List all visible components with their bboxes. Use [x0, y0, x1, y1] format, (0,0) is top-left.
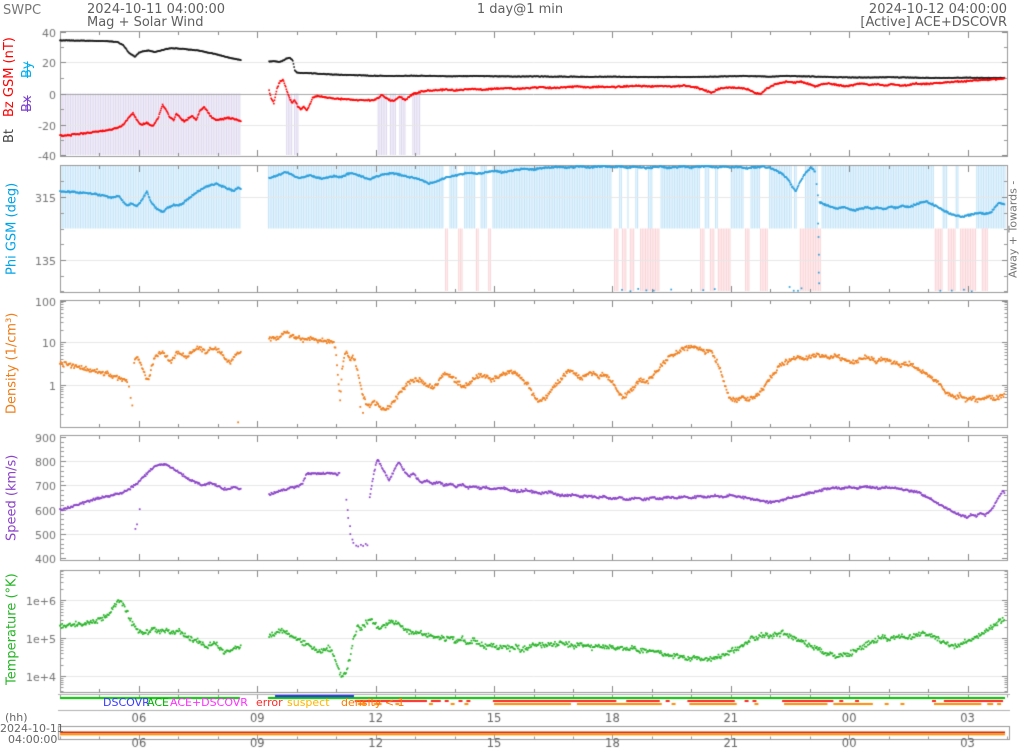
- away-towards-label: Away + Towards -: [1006, 180, 1020, 278]
- legend-error: error: [256, 696, 283, 709]
- speed-axis-label: Speed (km/s): [4, 454, 20, 541]
- hours-unit-label: (hh): [5, 711, 28, 724]
- bx-axis-label: Bx: [20, 95, 35, 113]
- bt-axis-label: Bt: [2, 129, 17, 144]
- bz-axis-label: Bz GSM (nT): [2, 37, 17, 117]
- legend-ace-dscovr: ACE+DSCOVR: [170, 696, 248, 709]
- legend-dscovr: DSCOVR: [103, 696, 150, 709]
- legend-density-lt-1: density < 1: [341, 696, 405, 709]
- start-datetime: 2024-10-11 04:00:00: [87, 2, 226, 17]
- phi-axis-label: Phi GSM (deg): [4, 182, 20, 275]
- temperature-axis-label: Temperature (°K): [4, 573, 20, 685]
- footer-time: 04:00:00: [8, 733, 58, 746]
- brand-label: SWPC: [3, 3, 42, 18]
- footer-date: 2024-10-11: [0, 722, 64, 735]
- legend-suspect: suspect: [287, 696, 330, 709]
- cadence-label: 1 day@1 min: [476, 2, 564, 17]
- density-axis-label: Density (1/cm³): [4, 312, 20, 415]
- legend-ace: ACE: [147, 696, 169, 709]
- plot-subtitle: Mag + Solar Wind: [87, 15, 204, 30]
- source-mode-label: [Active] ACE+DSCOVR: [860, 15, 1007, 30]
- end-datetime: 2024-10-12 04:00:00: [868, 2, 1007, 17]
